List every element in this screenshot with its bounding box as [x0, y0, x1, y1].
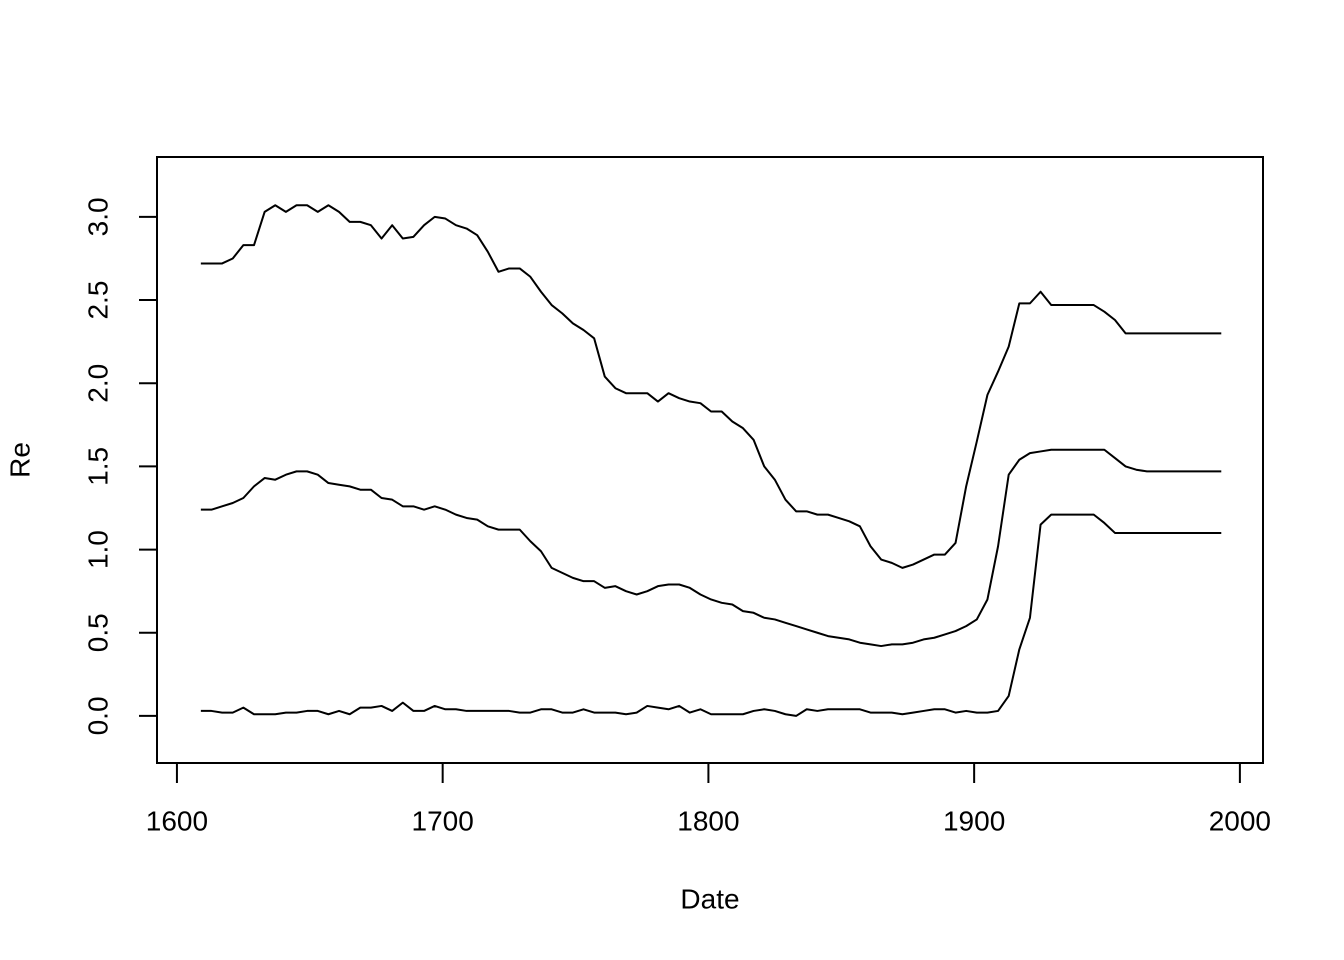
y-tick-label: 1.0 [82, 530, 113, 569]
y-tick-label: 0.0 [82, 696, 113, 735]
y-tick-label: 0.5 [82, 613, 113, 652]
plot-box [156, 156, 1264, 764]
y-tick-label: 2.5 [82, 281, 113, 320]
x-tick-label: 2000 [1209, 805, 1271, 836]
data-line [200, 513, 1222, 717]
data-line [200, 448, 1222, 648]
y-tick-label: 3.0 [82, 197, 113, 236]
y-axis-label: Re [4, 442, 35, 478]
x-tick-label: 1600 [146, 805, 208, 836]
y-tick-label: 2.0 [82, 364, 113, 403]
x-tick-label: 1800 [677, 805, 739, 836]
x-axis-label: Date [680, 883, 739, 914]
x-tick-label: 1700 [412, 805, 474, 836]
data-line [200, 204, 1222, 569]
y-tick-label: 1.5 [82, 447, 113, 486]
x-tick-label: 1900 [943, 805, 1005, 836]
